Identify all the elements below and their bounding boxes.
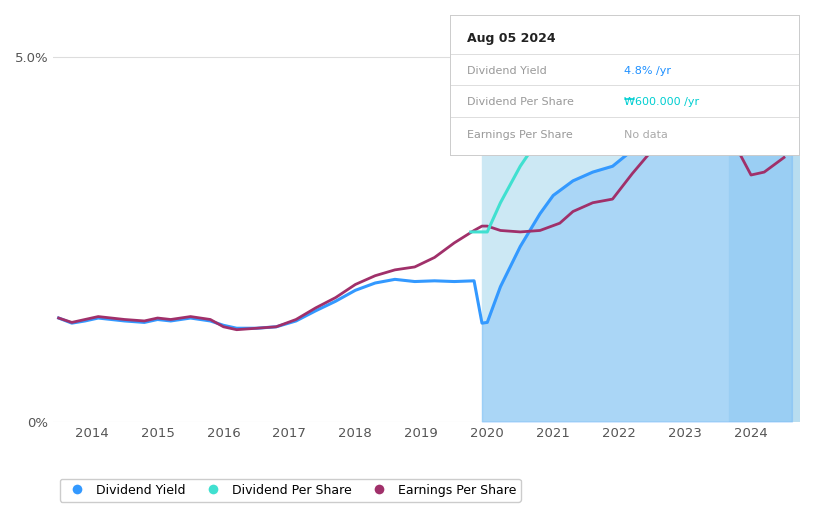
Text: Earnings Per Share: Earnings Per Share — [467, 131, 573, 140]
Text: Dividend Yield: Dividend Yield — [467, 66, 547, 76]
Text: Dividend Per Share: Dividend Per Share — [467, 97, 574, 107]
Text: Past: Past — [732, 83, 756, 96]
Bar — [482, 20, 729, 422]
Text: 4.8% /yr: 4.8% /yr — [625, 66, 672, 76]
Bar — [729, 20, 800, 422]
Legend: Dividend Yield, Dividend Per Share, Earnings Per Share: Dividend Yield, Dividend Per Share, Earn… — [60, 479, 521, 502]
Text: No data: No data — [625, 131, 668, 140]
Text: Aug 05 2024: Aug 05 2024 — [467, 32, 556, 45]
Text: ₩600.000 /yr: ₩600.000 /yr — [625, 97, 699, 107]
